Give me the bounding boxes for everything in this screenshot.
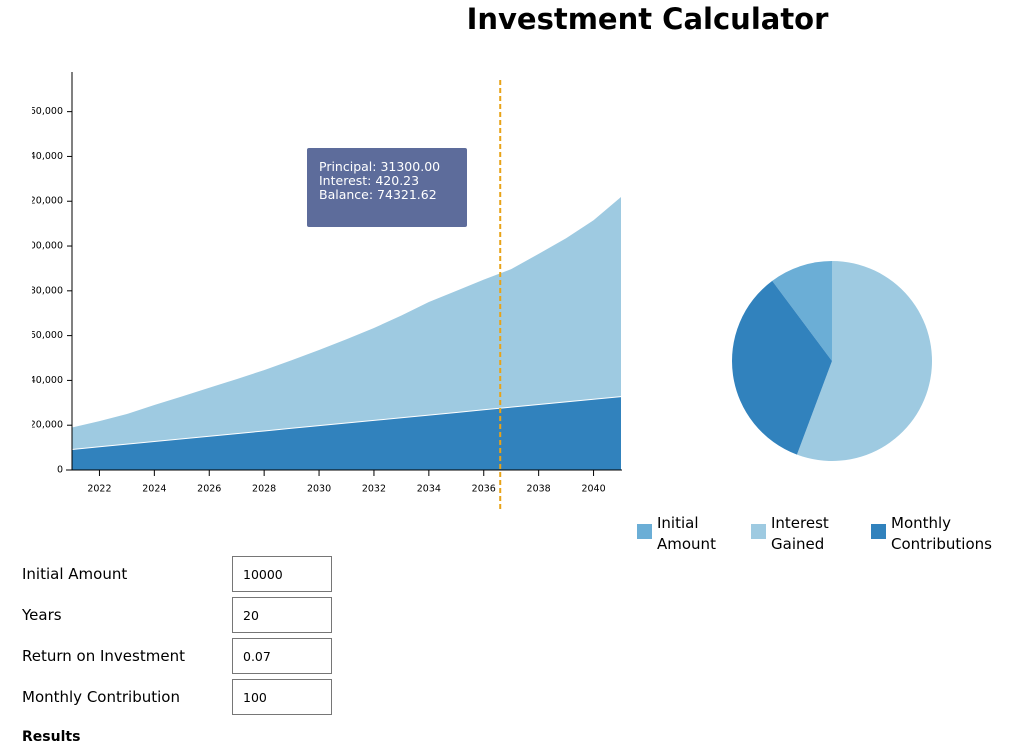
results-heading: Results bbox=[22, 729, 81, 745]
chart: 0 20,000 40,000 60,000 80,000 100,000 120,000 1… bbox=[24, 72, 932, 511]
x-tick-label: 2034 bbox=[417, 484, 441, 495]
x-tick-label: 2026 bbox=[197, 484, 221, 495]
y-tick-label: 100,000 bbox=[24, 241, 63, 252]
page-title: Investment Calculator bbox=[466, 2, 829, 36]
legend-label: Initial Amount bbox=[657, 514, 716, 553]
area bbox=[72, 196, 621, 449]
text-input[interactable]: 10000 bbox=[232, 556, 332, 592]
tooltip-line: Balance: 74321.62 bbox=[319, 187, 437, 202]
area bbox=[72, 396, 621, 470]
x-tick-label: 2032 bbox=[362, 484, 386, 495]
x-tick-label: 2038 bbox=[527, 484, 551, 495]
tooltip: Principal: 31300.00 Interest: 420.23 Balan… bbox=[307, 148, 467, 227]
x-tick-label: 2024 bbox=[142, 484, 166, 495]
field-label: Return on Investment bbox=[22, 647, 185, 665]
x-tick-label: 2022 bbox=[87, 484, 111, 495]
legend-item: Initial Amount bbox=[637, 513, 717, 555]
legend-swatch bbox=[637, 524, 652, 539]
field-label: Initial Amount bbox=[22, 565, 128, 583]
legend-item: Interest Gained bbox=[751, 513, 831, 555]
legend-label: Monthly Contributions bbox=[891, 514, 992, 553]
tooltip-line: Principal: 31300.00 bbox=[319, 159, 441, 174]
text-input[interactable]: 0.07 bbox=[232, 638, 332, 674]
x-tick-label: 2040 bbox=[581, 484, 605, 495]
tooltip-line: Interest: 420.23 bbox=[319, 173, 420, 188]
field-label: Years bbox=[22, 606, 62, 624]
legend-swatch bbox=[751, 524, 766, 539]
pie-slice bbox=[796, 261, 932, 461]
pie-slice bbox=[772, 261, 832, 361]
text-input[interactable]: 100 bbox=[232, 679, 332, 715]
legend-label: Interest Gained bbox=[771, 514, 829, 553]
y-tick-label: 120,000 bbox=[24, 196, 63, 207]
y-tick-label: 140,000 bbox=[24, 151, 63, 162]
y-tick-label: 60,000 bbox=[30, 330, 63, 341]
y-tick-label: 80,000 bbox=[30, 285, 63, 296]
pie-slice bbox=[732, 280, 832, 455]
x-tick-label: 2028 bbox=[252, 484, 276, 495]
legend-item: Monthly Contributions bbox=[871, 513, 992, 555]
field-label: Monthly Contribution bbox=[22, 688, 180, 706]
y-tick-label: 160,000 bbox=[24, 106, 63, 117]
legend-swatch bbox=[871, 524, 886, 539]
y-tick-labels: 0 20,000 40,000 60,000 80,000 100,000 120,000 1… bbox=[24, 106, 63, 476]
y-tick-label: 0 bbox=[57, 465, 63, 476]
x-tick-label: 2036 bbox=[472, 484, 496, 495]
x-tick-label: 2030 bbox=[307, 484, 331, 495]
y-tick-label: 20,000 bbox=[30, 420, 63, 431]
y-tick-label: 40,000 bbox=[30, 375, 63, 386]
text-input[interactable]: 20 bbox=[232, 597, 332, 633]
